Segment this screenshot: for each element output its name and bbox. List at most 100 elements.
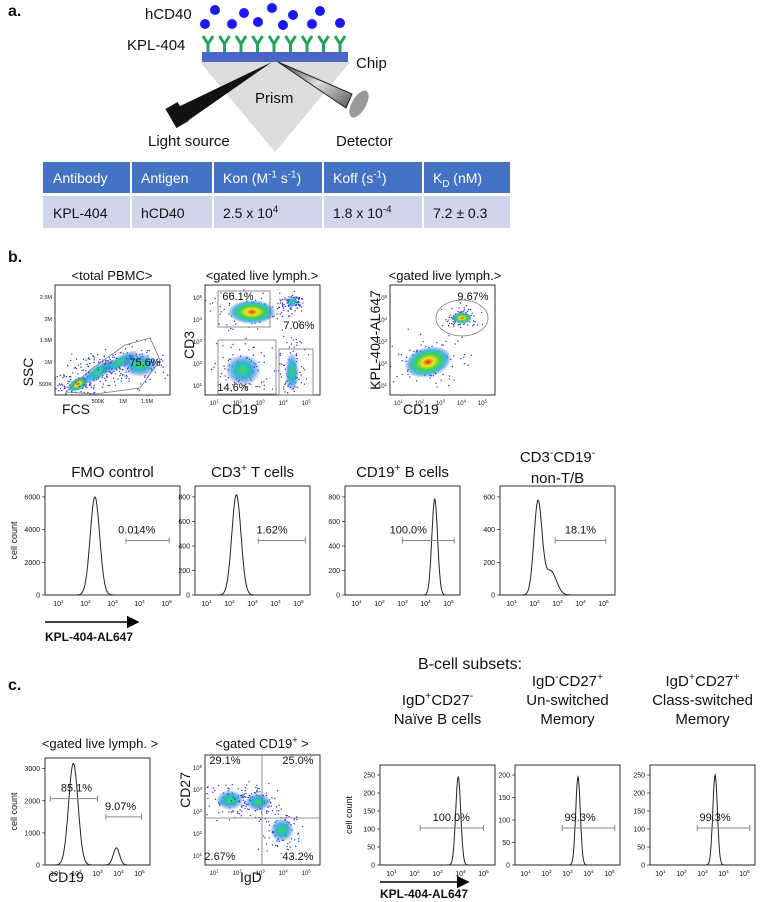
event-dot: [271, 844, 274, 846]
event-dot: [241, 810, 243, 812]
density-blob: [245, 793, 271, 811]
event-dot: [298, 320, 300, 322]
event-dot: [451, 307, 453, 310]
gate-shape: [435, 299, 489, 337]
event-dot: [85, 370, 87, 372]
event-dot: [124, 348, 127, 350]
event-dot: [264, 837, 266, 839]
event-dot: [235, 323, 237, 325]
y-tick-label: 0: [641, 863, 645, 870]
log-tick-label: 102: [676, 869, 687, 878]
event-dot: [230, 327, 232, 330]
x-axis-label: CD19: [48, 869, 84, 885]
table-header-cell-part: ): [296, 170, 301, 186]
event-dot: [59, 374, 62, 377]
event-dot: [164, 377, 166, 380]
log-exponent: 5: [485, 399, 488, 404]
event-dot: [255, 385, 257, 388]
log-exponent: 2: [239, 399, 242, 404]
log-tick-label: 102: [233, 399, 243, 407]
event-dot: [289, 841, 291, 843]
event-dot: [296, 341, 298, 344]
event-dot: [288, 315, 290, 317]
gate-line: [554, 537, 607, 544]
event-dot: [453, 355, 455, 357]
event-dot: [232, 294, 235, 297]
event-dot: [276, 318, 279, 320]
event-dot: [409, 376, 411, 378]
log-base: 10: [193, 362, 200, 368]
plot-title: Class-switched: [652, 692, 753, 709]
event-dot: [228, 819, 231, 821]
event-dot: [274, 844, 277, 847]
log-base: 10: [233, 871, 240, 877]
event-dot: [296, 296, 298, 299]
event-dot: [113, 381, 116, 383]
event-dot: [454, 343, 456, 345]
log-tick-label: 101: [210, 869, 220, 877]
log-tick-label: 101: [386, 869, 397, 878]
y-axis-label: CD27: [177, 772, 193, 808]
event-dot: [463, 309, 466, 311]
event-dot: [294, 402, 295, 403]
y-axis-label: KPL-404-AL647: [367, 290, 383, 390]
density-blob: [228, 300, 276, 324]
x-axis-label: IgD: [240, 869, 262, 885]
event-dot: [85, 386, 87, 388]
log-base: 10: [455, 871, 463, 878]
event-dot: [279, 298, 281, 301]
event-dot: [218, 784, 220, 787]
event-dot: [307, 354, 310, 356]
table-cell-part: -4: [383, 204, 392, 215]
event-dot: [80, 366, 82, 368]
event-dot: [218, 812, 220, 814]
log-base: 10: [71, 871, 79, 878]
log-tick-label: 102: [415, 399, 425, 407]
plot-title-part: IgD: [666, 673, 690, 690]
event-dot: [440, 308, 443, 311]
log-base: 10: [224, 601, 232, 608]
event-dot: [259, 818, 262, 821]
event-dot: [82, 358, 85, 361]
event-dot: [99, 380, 101, 383]
log-tick-label: 103: [397, 599, 408, 608]
event-dot: [265, 792, 268, 794]
event-dot: [268, 824, 271, 826]
event-dot: [146, 349, 149, 352]
log-tick-label: 103: [436, 399, 446, 407]
plot-title: IgD+CD27+: [666, 671, 740, 690]
log-base: 10: [107, 601, 115, 608]
chip-surface: [202, 52, 348, 62]
event-dot: [82, 369, 85, 371]
event-dot: [275, 806, 278, 808]
event-dot: [67, 382, 69, 385]
events: [55, 339, 170, 395]
event-dot: [301, 298, 304, 300]
log-base: 10: [397, 601, 405, 608]
log-exponent: 4: [200, 786, 203, 791]
gate-shape: [278, 348, 314, 396]
table-header-cell-part: ): [382, 170, 387, 186]
event-dot: [73, 367, 75, 369]
plot-title-part: T cells: [247, 464, 294, 481]
event-dot: [87, 365, 89, 368]
log-exponent: 4: [385, 316, 388, 321]
histogram-curve: [45, 763, 150, 866]
event-dot: [453, 322, 456, 325]
event-dot: [214, 297, 216, 300]
event-dot: [69, 375, 72, 378]
log-tick-label: 105: [478, 869, 489, 878]
event-dot: [452, 323, 455, 326]
log-exponent: 3: [405, 599, 408, 605]
event-dot: [63, 374, 65, 376]
event-dot: [67, 380, 69, 383]
event-dot: [290, 343, 293, 345]
y-axis-label: cell count: [344, 795, 354, 834]
plot-frame: [54, 284, 171, 396]
log-tick-label: 102: [71, 869, 82, 878]
event-dot: [237, 810, 239, 813]
event-dot: [229, 292, 231, 294]
density-blob: [225, 354, 261, 386]
gate-shape: [217, 290, 271, 328]
event-dot: [63, 375, 65, 377]
